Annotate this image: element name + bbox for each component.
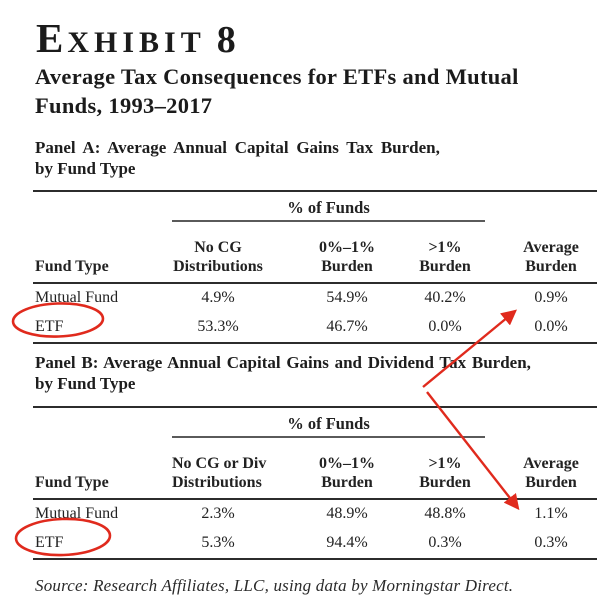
panel-a-heading-line-1: Panel A: Average Annual Capital Gains Ta… <box>35 138 440 157</box>
table-cell: 40.2% <box>424 288 466 306</box>
column-header-gt1-burden: >1% Burden <box>385 222 506 284</box>
table-cell: 54.9% <box>326 288 368 306</box>
exhibit-word-rest: XHIBIT <box>67 26 206 59</box>
column-header-line: Burden <box>321 258 373 275</box>
panel-a-heading: Panel A: Average Annual Capital Gains Ta… <box>35 137 599 179</box>
column-header-fund-type: Fund Type <box>33 222 127 284</box>
panel-b-heading-line-2: by Fund Type <box>35 374 136 393</box>
group-header-pct-of-funds: % of Funds <box>172 414 486 438</box>
table-cell <box>505 407 597 438</box>
column-header-0-1-burden: 0%–1% Burden <box>309 222 385 284</box>
table-row: ETF 5.3% 94.4% 0.3% 0.3% <box>33 527 598 560</box>
group-header-pct-of-funds: % of Funds <box>172 198 486 222</box>
table-cell: 48.9% <box>326 504 368 522</box>
table-cell: 5.3% <box>127 527 309 560</box>
table-cell: % of Funds <box>127 191 505 222</box>
column-header-line: Average <box>523 455 579 472</box>
column-header-line: Average <box>523 239 579 256</box>
panel-b-heading-line-1: Panel B: Average Annual Capital Gains an… <box>35 353 531 372</box>
exhibit-number: 8 <box>216 19 236 61</box>
panel-b-table: % of Funds Fund Type No CG or Div Distri… <box>33 406 598 560</box>
table-cell <box>505 191 597 222</box>
table-cell: ETF <box>33 311 127 344</box>
table-row: Fund Type No CG or Div Distributions 0%–… <box>33 438 598 500</box>
column-header-gt1-burden: >1% Burden <box>385 438 506 500</box>
table-row: ETF 53.3% 46.7% 0.0% 0.0% <box>33 311 598 344</box>
column-header-line: Burden <box>525 258 577 275</box>
column-header-line: No CG <box>194 239 242 256</box>
subtitle-line-1: Average Tax Consequences for ETFs and Mu… <box>35 64 519 89</box>
table-cell: Mutual Fund <box>35 288 119 306</box>
column-header-line: >1% <box>428 455 462 472</box>
table-cell: 46.7% <box>309 311 385 344</box>
table-cell: 2.3% <box>201 504 235 522</box>
column-header-line: >1% <box>428 239 462 256</box>
table-row: Mutual Fund 4.9% 54.9% 40.2% 0.9% <box>33 283 597 311</box>
column-header-line: 0%–1% <box>319 455 375 472</box>
table-cell <box>33 191 127 222</box>
source-note: Source: Research Affiliates, LLC, using … <box>35 576 514 595</box>
exhibit-word-initial: E <box>36 15 68 61</box>
table-cell: 0.0% <box>505 311 598 344</box>
table-row: Mutual Fund 2.3% 48.9% 48.8% 1.1% <box>33 499 597 527</box>
panel-b-heading: Panel B: Average Annual Capital Gains an… <box>35 352 599 394</box>
table-cell: 0.0% <box>385 311 506 344</box>
table-row: % of Funds <box>33 191 597 222</box>
column-header-average-burden: Average Burden <box>505 222 598 284</box>
exhibit-title: EXHIBIT 8 <box>36 15 236 62</box>
column-header-line: Burden <box>419 474 471 491</box>
column-header-line: 0%–1% <box>319 239 375 256</box>
table-cell: 1.1% <box>534 504 568 522</box>
table-cell: 94.4% <box>309 527 385 560</box>
column-header-line: Distributions <box>173 258 263 275</box>
column-header-no-cg-or-div-distributions: No CG or Div Distributions <box>127 438 309 500</box>
table-cell: 53.3% <box>127 311 309 344</box>
column-header-line: Burden <box>419 258 471 275</box>
column-header-fund-type: Fund Type <box>33 438 127 500</box>
panel-a-heading-line-2: by Fund Type <box>35 159 136 178</box>
column-header-line: No CG or Div <box>172 455 267 472</box>
table-cell: % of Funds <box>127 407 505 438</box>
table-cell <box>33 407 127 438</box>
column-header-average-burden: Average Burden <box>505 438 598 500</box>
table-row: % of Funds <box>33 407 597 438</box>
table-row: Fund Type No CG Distributions 0%–1% Burd… <box>33 222 598 284</box>
column-header-line: Burden <box>321 474 373 491</box>
column-header-0-1-burden: 0%–1% Burden <box>309 438 385 500</box>
table-cell: 48.8% <box>424 504 466 522</box>
column-header-no-cg-distributions: No CG Distributions <box>127 222 309 284</box>
table-cell: Mutual Fund <box>35 504 119 522</box>
table-cell: ETF <box>33 527 127 560</box>
table-cell: 0.3% <box>505 527 598 560</box>
column-header-line: Burden <box>525 474 577 491</box>
panel-a-table: % of Funds Fund Type No CG Distributions… <box>33 190 598 344</box>
column-header-line: Distributions <box>172 474 262 491</box>
exhibit-subtitle: Average Tax Consequences for ETFs and Mu… <box>35 63 519 120</box>
subtitle-line-2: Funds, 1993–2017 <box>35 92 213 118</box>
table-cell: 0.3% <box>385 527 506 560</box>
table-cell: 0.9% <box>534 288 568 306</box>
table-cell: 4.9% <box>201 288 235 306</box>
